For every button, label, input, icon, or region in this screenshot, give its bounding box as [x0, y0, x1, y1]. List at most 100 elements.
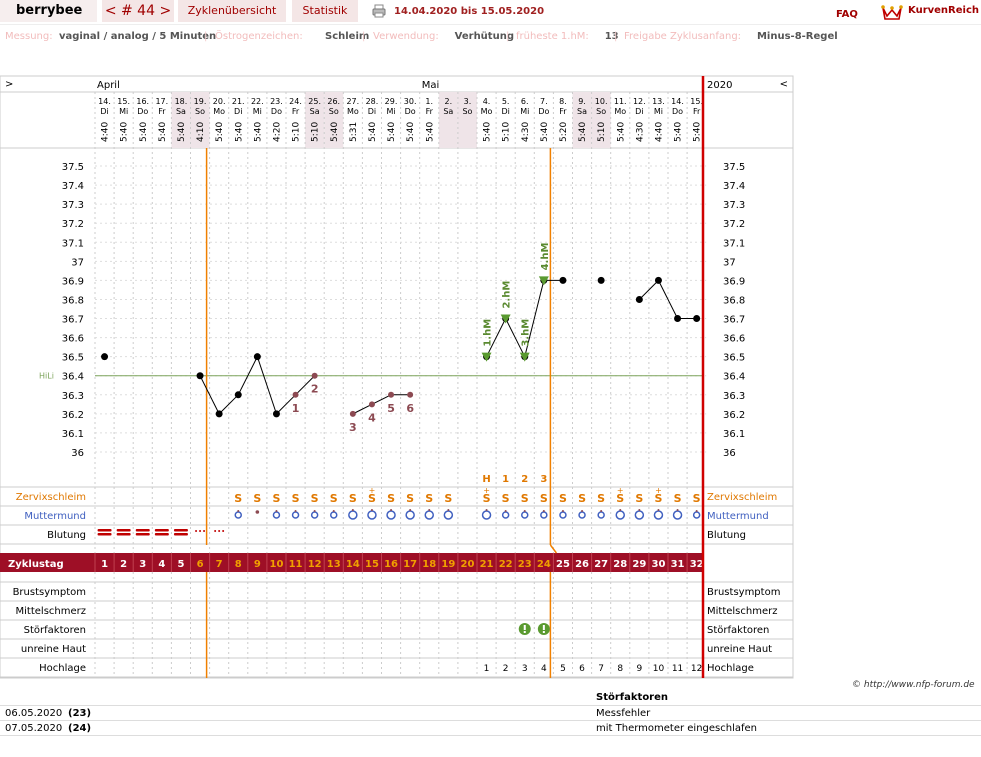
row-label-skin: unreine Haut [21, 644, 86, 655]
hochlage-number: 4 [541, 664, 547, 674]
y-tick-label: 36.5 [62, 353, 84, 364]
cervix-mark [542, 510, 545, 512]
peak-day-label: 2 [521, 474, 528, 485]
cervix-mark [485, 509, 488, 511]
cycle-navigator[interactable]: < # 44 > [102, 0, 174, 22]
counting-label: 3 [349, 421, 357, 434]
cycle-day-number: 16 [384, 559, 398, 570]
measurement-time: 5:40 [425, 122, 435, 142]
previous-cycle-arrow[interactable]: > [5, 79, 13, 90]
next-cycle-arrow[interactable]: < [780, 79, 788, 90]
cycle-day-number: 9 [254, 559, 261, 570]
high-measurement-marker [481, 352, 492, 362]
counting-label: 5 [387, 402, 395, 415]
y-tick-label-right: 37.3 [723, 200, 745, 211]
date-label: 2. [445, 97, 453, 106]
date-label: 15. [690, 97, 703, 106]
peak-day-label: H [482, 474, 490, 485]
row-label-right-skin: unreine Haut [707, 644, 772, 655]
y-tick-label-right: 36.1 [723, 429, 745, 440]
user-name-tab[interactable]: berrybee [0, 0, 97, 22]
weekday-label: Fr [158, 107, 166, 116]
cervix-mark [504, 510, 507, 512]
weekday-label: Mi [386, 107, 395, 116]
row-label-right-mucus: Zervixschleim [707, 492, 777, 503]
cervix-mark [657, 509, 660, 511]
tab-cycle-overview[interactable]: Zyklenübersicht [178, 0, 286, 22]
note-text: mit Thermometer eingeschlafen [596, 723, 758, 734]
date-label: 25. [308, 97, 321, 106]
cervix-symbol [348, 510, 358, 520]
measurement-time: 5:40 [540, 122, 550, 142]
date-label: 10. [595, 97, 608, 106]
measurement-time: 5:40 [177, 122, 187, 142]
weekday-label: Sa [443, 107, 453, 116]
cervix-symbol [405, 510, 415, 520]
high-measurement-marker [500, 314, 511, 324]
mucus-symbol: S [521, 492, 529, 505]
bleeding-heavy-mark [116, 529, 131, 532]
weekday-label: Mo [614, 107, 626, 116]
cycle-day-number: 15 [365, 559, 379, 570]
y-tick-label: 37.1 [62, 238, 84, 249]
mucus-symbol: S [330, 492, 338, 505]
cycle-info-bar: Messung: vaginal / analog / 5 Minuten | … [0, 24, 981, 45]
row-label-right-cervix: Muttermund [707, 511, 769, 522]
cervix-mark [695, 510, 698, 512]
y-tick-label-right: 36.6 [723, 334, 745, 345]
weekday-label: Do [271, 107, 282, 116]
cycle-day-number: 22 [499, 559, 513, 570]
hili-label: HiLi [39, 372, 54, 381]
cervix-symbol [310, 511, 319, 519]
measurement-time: 4:30 [521, 122, 531, 142]
faq-link[interactable]: FAQ [836, 9, 858, 20]
print-icon[interactable] [372, 4, 386, 18]
evaluation-line-kink [549, 544, 558, 554]
mucus-symbol: S [387, 492, 395, 505]
tab-statistics[interactable]: Statistik [292, 0, 358, 22]
row-label-right-hochlage: Hochlage [707, 663, 754, 674]
measurement-time: 4:30 [635, 122, 645, 142]
hochlage-number: 11 [672, 664, 683, 674]
weekday-label: Mi [520, 107, 529, 116]
bleeding-heavy-mark [135, 533, 150, 536]
date-label: 29. [385, 97, 398, 106]
cycle-day-number: 20 [460, 559, 474, 570]
counting-label: 6 [406, 402, 414, 415]
bleeding-light-mark [195, 530, 198, 532]
hochlage-number: 1 [484, 664, 490, 674]
bleeding-light-mark [214, 530, 217, 532]
date-label: 20. [213, 97, 226, 106]
date-label: 23. [270, 97, 283, 106]
cervix-symbol [424, 510, 434, 520]
date-label: 28. [366, 97, 379, 106]
cervix-mark [561, 510, 564, 512]
mucus-symbol: S [444, 492, 452, 505]
note-date: 06.05.2020 [5, 708, 63, 719]
weekday-label: Sa [577, 107, 587, 116]
mucus-symbol: S [406, 492, 414, 505]
month-label: April [97, 80, 120, 91]
cervix-mark [390, 509, 393, 511]
cycle-day-number: 27 [594, 559, 608, 570]
measurement-time: 5:40 [674, 122, 684, 142]
info-measurement: Messung: vaginal / analog / 5 Minuten [5, 31, 217, 42]
date-label: 8. [559, 97, 567, 106]
excluded-temperature-point [407, 391, 414, 398]
hochlage-number: 3 [522, 664, 528, 674]
measurement-time: 5:40 [234, 122, 244, 142]
weekday-label: Di [368, 107, 376, 116]
date-label: 14. [98, 97, 111, 106]
temperature-line [352, 403, 373, 415]
temperature-line [237, 356, 258, 396]
brand-logo[interactable]: KurvenReich [880, 2, 980, 22]
temperature-point [234, 391, 242, 399]
temperature-point [272, 410, 280, 418]
cycle-day-number: 32 [690, 559, 704, 570]
weekday-label: Fr [426, 107, 434, 116]
cycle-day-number: 7 [216, 559, 223, 570]
weekday-label: Do [672, 107, 683, 116]
disturbance-icon-dot [523, 631, 526, 633]
cervix-symbol [672, 510, 683, 520]
